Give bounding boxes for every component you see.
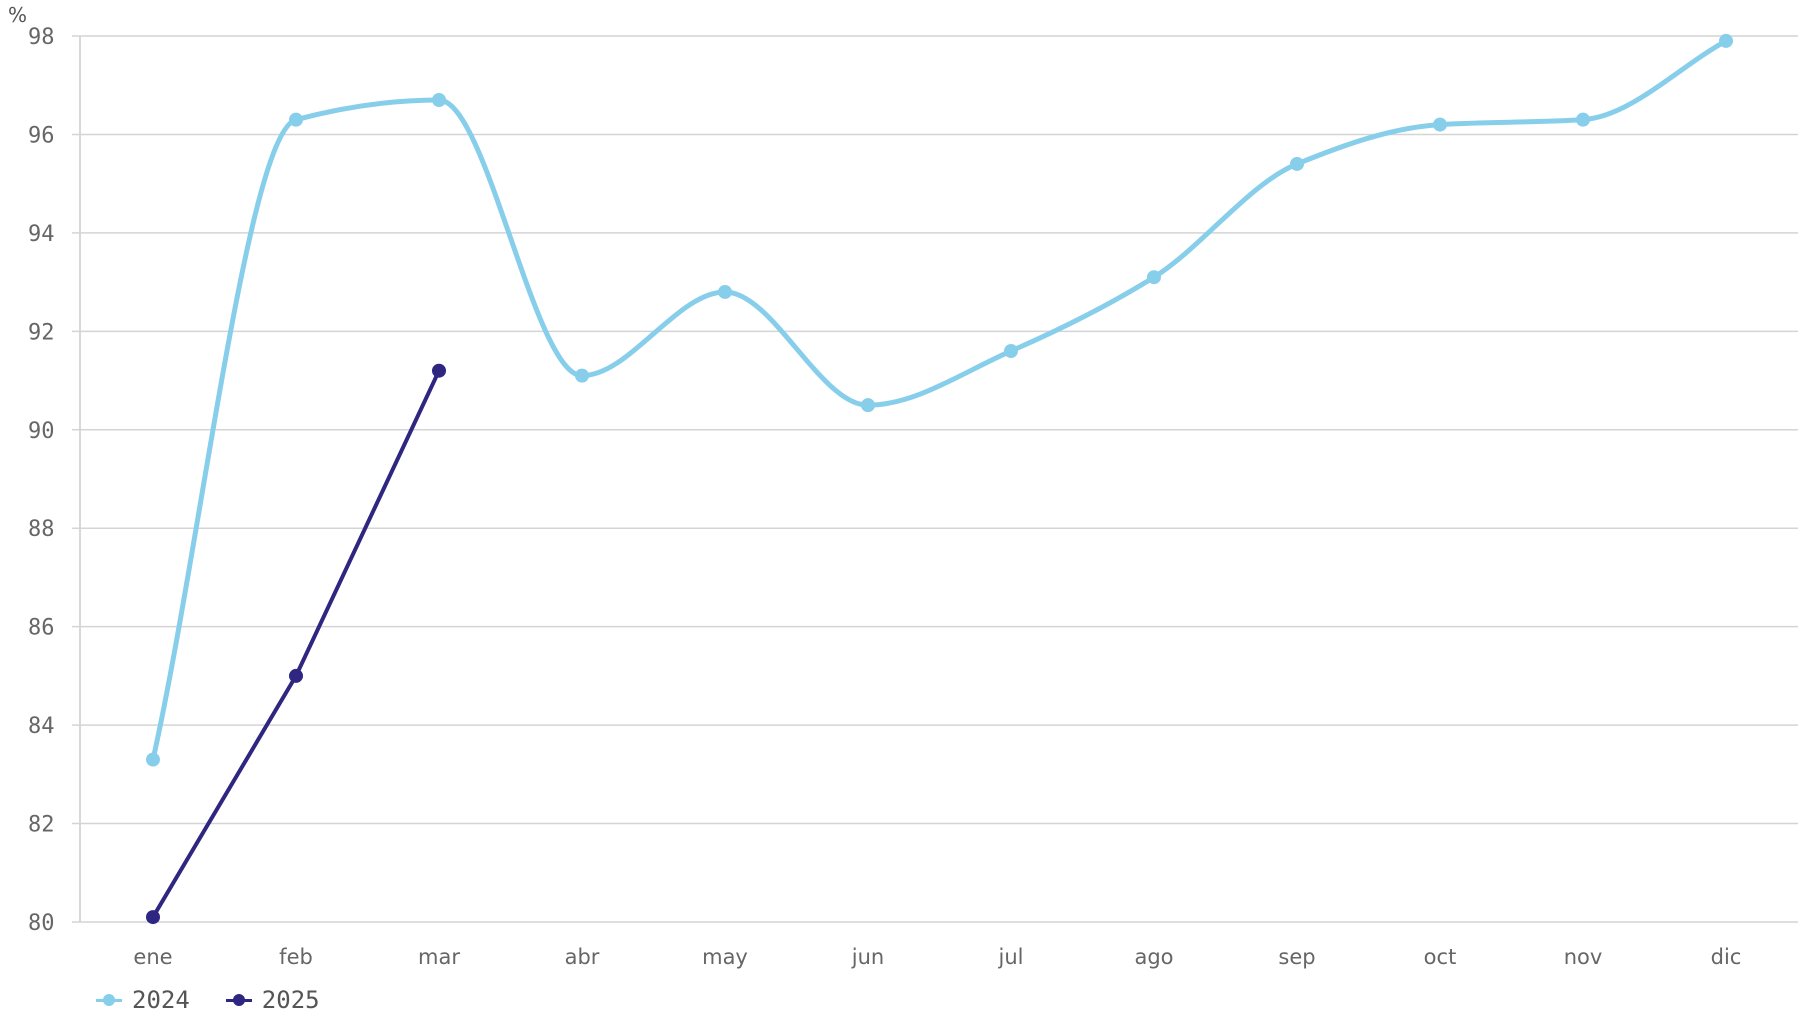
point-2024-may[interactable] (718, 284, 732, 299)
x-tick-label-jul: jul (998, 945, 1024, 969)
point-2024-dic[interactable] (1719, 33, 1733, 48)
x-tick-label-nov: nov (1564, 945, 1603, 969)
series-lines (146, 33, 1733, 925)
legend-item-2024[interactable]: 2024 (96, 986, 190, 1014)
x-tick-label-jun: jun (851, 945, 884, 969)
x-tick-label-ago: ago (1134, 945, 1173, 969)
point-2024-mar[interactable] (432, 92, 446, 107)
legend-label-2025: 2025 (261, 986, 320, 1014)
legend-label-2024: 2024 (132, 986, 190, 1014)
legend-dot-2024 (103, 994, 115, 1006)
x-tick-label-ene: ene (133, 945, 172, 969)
point-2024-abr[interactable] (575, 368, 589, 383)
x-tick-label-sep: sep (1278, 945, 1315, 969)
point-2024-nov[interactable] (1576, 112, 1590, 127)
legend-item-2025[interactable]: 2025 (225, 986, 320, 1014)
point-2024-ago[interactable] (1147, 270, 1161, 285)
y-tick-label-88: 88 (28, 517, 55, 542)
y-tick-label-86: 86 (28, 616, 55, 641)
series-line-2024 (150, 38, 1729, 763)
y-tick-label-94: 94 (28, 222, 55, 247)
x-tick-label-dic: dic (1711, 945, 1742, 969)
point-2024-jul[interactable] (1004, 344, 1018, 359)
legend-dot-2025 (232, 994, 245, 1006)
point-2025-feb[interactable] (289, 668, 303, 683)
legend: 2024 2025 (96, 986, 320, 1014)
point-2025-ene[interactable] (146, 910, 160, 925)
gridlines (72, 35, 1798, 923)
point-2024-oct[interactable] (1433, 117, 1447, 132)
y-tick-label-90: 90 (28, 419, 55, 444)
x-tick-label-may: may (702, 945, 748, 969)
y-tick-label-80: 80 (28, 911, 55, 936)
y-tick-label-96: 96 (28, 123, 55, 148)
series-line-2025 (151, 368, 441, 920)
point-2025-mar[interactable] (432, 363, 446, 378)
y-tick-label-98: 98 (28, 25, 55, 50)
y-unit-label: % (8, 3, 27, 27)
x-tick-label-feb: feb (279, 945, 313, 969)
point-2024-ene[interactable] (146, 752, 160, 767)
point-2024-sep[interactable] (1290, 156, 1304, 171)
y-tick-label-82: 82 (28, 813, 55, 838)
legend-marker-2024 (96, 987, 122, 1013)
y-axis-ticks: 80 82 84 86 88 90 92 94 96 98 (28, 25, 55, 936)
x-tick-label-abr: abr (565, 945, 600, 969)
y-tick-label-84: 84 (28, 714, 55, 739)
legend-marker-2025 (225, 987, 252, 1013)
point-2024-jun[interactable] (861, 398, 875, 413)
x-axis-ticks: ene feb mar abr may jun jul ago sep oct nov dic (133, 945, 1741, 969)
point-2024-feb[interactable] (289, 112, 303, 127)
y-tick-label-92: 92 (28, 320, 55, 345)
x-tick-label-mar: mar (418, 945, 460, 969)
x-tick-label-oct: oct (1424, 945, 1457, 969)
